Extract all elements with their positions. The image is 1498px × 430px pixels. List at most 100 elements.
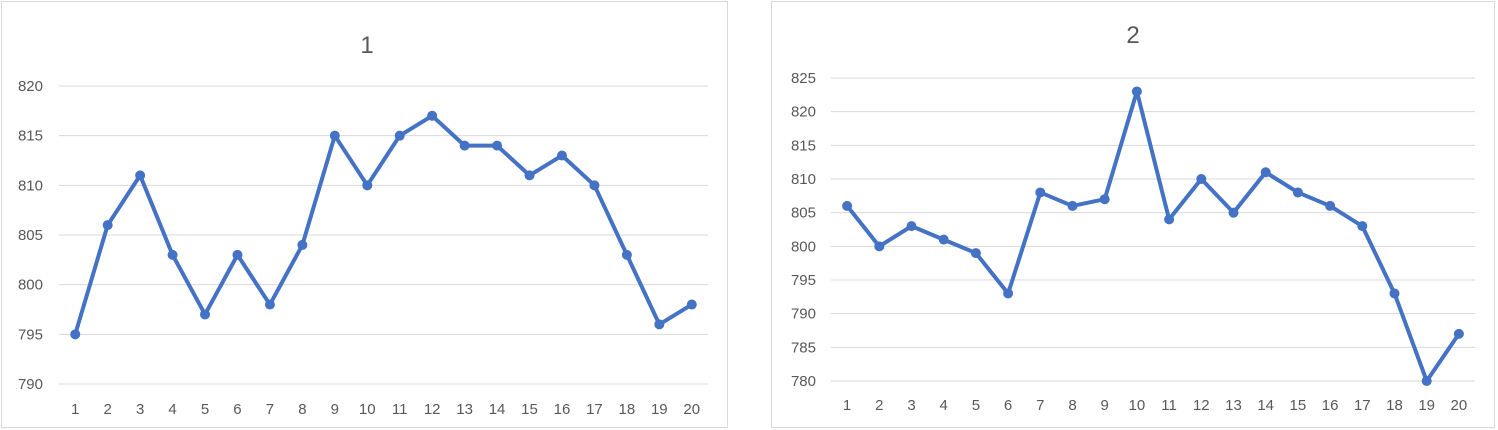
data-point	[1453, 328, 1464, 339]
data-point	[1357, 221, 1368, 232]
x-tick-label: 2	[875, 397, 883, 414]
data-point	[1035, 187, 1046, 198]
data-point	[842, 200, 853, 211]
data-point	[1131, 86, 1142, 97]
data-point	[70, 329, 81, 340]
data-point	[1067, 200, 1078, 211]
x-tick-label: 9	[331, 401, 339, 418]
y-tick-label: 780	[791, 373, 816, 390]
x-tick-label: 15	[521, 401, 538, 418]
x-tick-label: 4	[940, 397, 948, 414]
x-tick-label: 18	[1386, 397, 1403, 414]
x-tick-label: 20	[1451, 397, 1468, 414]
data-point	[459, 140, 470, 151]
x-tick-label: 3	[136, 401, 144, 418]
x-tick-label: 3	[907, 397, 915, 414]
data-point	[1292, 187, 1303, 198]
x-tick-label: 20	[683, 401, 700, 418]
data-point	[970, 248, 981, 259]
y-tick-label: 790	[18, 376, 43, 393]
series-group	[70, 110, 697, 340]
gridlines	[831, 77, 1475, 382]
x-tick-label: 6	[233, 401, 241, 418]
gridlines	[59, 85, 708, 385]
data-point	[102, 220, 113, 231]
x-tick-label: 7	[1036, 397, 1044, 414]
data-point	[621, 249, 632, 260]
data-point	[589, 180, 600, 191]
data-point	[874, 241, 885, 252]
y-tick-label: 815	[18, 128, 43, 145]
data-point	[167, 249, 178, 260]
data-point	[394, 130, 405, 141]
y-tick-label: 800	[791, 238, 816, 255]
y-tick-label: 810	[18, 177, 43, 194]
data-point	[427, 110, 438, 121]
x-tick-label: 8	[298, 401, 306, 418]
data-point	[654, 319, 665, 330]
y-tick-label: 810	[791, 171, 816, 188]
x-tick-label: 19	[1418, 397, 1435, 414]
x-tick-label: 2	[104, 401, 112, 418]
data-point	[232, 249, 243, 260]
x-tick-label: 14	[489, 401, 506, 418]
data-point	[1389, 288, 1400, 299]
x-tick-label: 7	[266, 401, 274, 418]
x-tick-label: 5	[201, 401, 209, 418]
data-point	[1260, 167, 1271, 178]
data-point	[906, 221, 917, 232]
x-tick-label: 17	[1354, 397, 1371, 414]
x-tick-label: 6	[1004, 397, 1012, 414]
x-tick-label: 1	[71, 401, 79, 418]
data-point	[1164, 214, 1175, 225]
data-point	[264, 299, 275, 310]
x-tick-label: 10	[1129, 397, 1146, 414]
data-point	[524, 170, 535, 181]
x-tick-label: 16	[554, 401, 571, 418]
data-point	[938, 234, 949, 245]
y-tick-label: 815	[791, 137, 816, 154]
x-tick-label: 9	[1101, 397, 1109, 414]
chart-panel-1: 1 790 795 800 805 810 815 820 1 2 3 4 5 6 7 8 9 10 11 12 1…	[1, 1, 728, 428]
x-tick-label: 19	[651, 401, 668, 418]
x-tick-label: 18	[619, 401, 636, 418]
y-axis-tick-labels: 780 785 790 795 800 805 810 815 820 825	[791, 70, 816, 390]
y-tick-label: 825	[791, 70, 816, 87]
data-point	[686, 299, 697, 310]
y-tick-label: 800	[18, 277, 43, 294]
y-axis-tick-labels: 790 795 800 805 810 815 820	[18, 78, 43, 393]
y-tick-label: 820	[18, 78, 43, 95]
data-point	[1196, 174, 1207, 184]
data-point	[200, 309, 211, 320]
x-tick-label: 1	[843, 397, 851, 414]
data-point	[556, 150, 567, 161]
y-tick-label: 805	[18, 227, 43, 244]
x-tick-label: 11	[392, 401, 408, 418]
y-tick-label: 785	[791, 339, 816, 356]
y-tick-label: 795	[18, 326, 43, 343]
x-tick-label: 16	[1322, 397, 1339, 414]
y-tick-label: 805	[791, 205, 816, 222]
y-tick-label: 790	[791, 306, 816, 323]
data-point	[492, 140, 503, 151]
data-point	[297, 239, 308, 250]
x-axis-tick-labels: 1 2 3 4 5 6 7 8 9 10 11 12 13 14 15 16 17 18 19 20	[71, 401, 700, 418]
y-tick-label: 795	[791, 272, 816, 289]
x-tick-label: 13	[1225, 397, 1242, 414]
x-tick-label: 8	[1068, 397, 1076, 414]
data-point	[362, 180, 373, 191]
data-point	[1003, 288, 1014, 299]
x-tick-label: 5	[972, 397, 980, 414]
chart-title: 1	[360, 32, 373, 59]
x-tick-label: 13	[456, 401, 473, 418]
x-tick-label: 11	[1161, 397, 1177, 414]
data-point	[1421, 376, 1432, 386]
x-axis-tick-labels: 1 2 3 4 5 6 7 8 9 10 11 12 13 14 15 16 17 18 19 20	[843, 397, 1467, 414]
data-point	[1325, 200, 1336, 211]
x-tick-label: 15	[1290, 397, 1307, 414]
x-tick-label: 12	[424, 401, 441, 418]
x-tick-label: 17	[586, 401, 603, 418]
